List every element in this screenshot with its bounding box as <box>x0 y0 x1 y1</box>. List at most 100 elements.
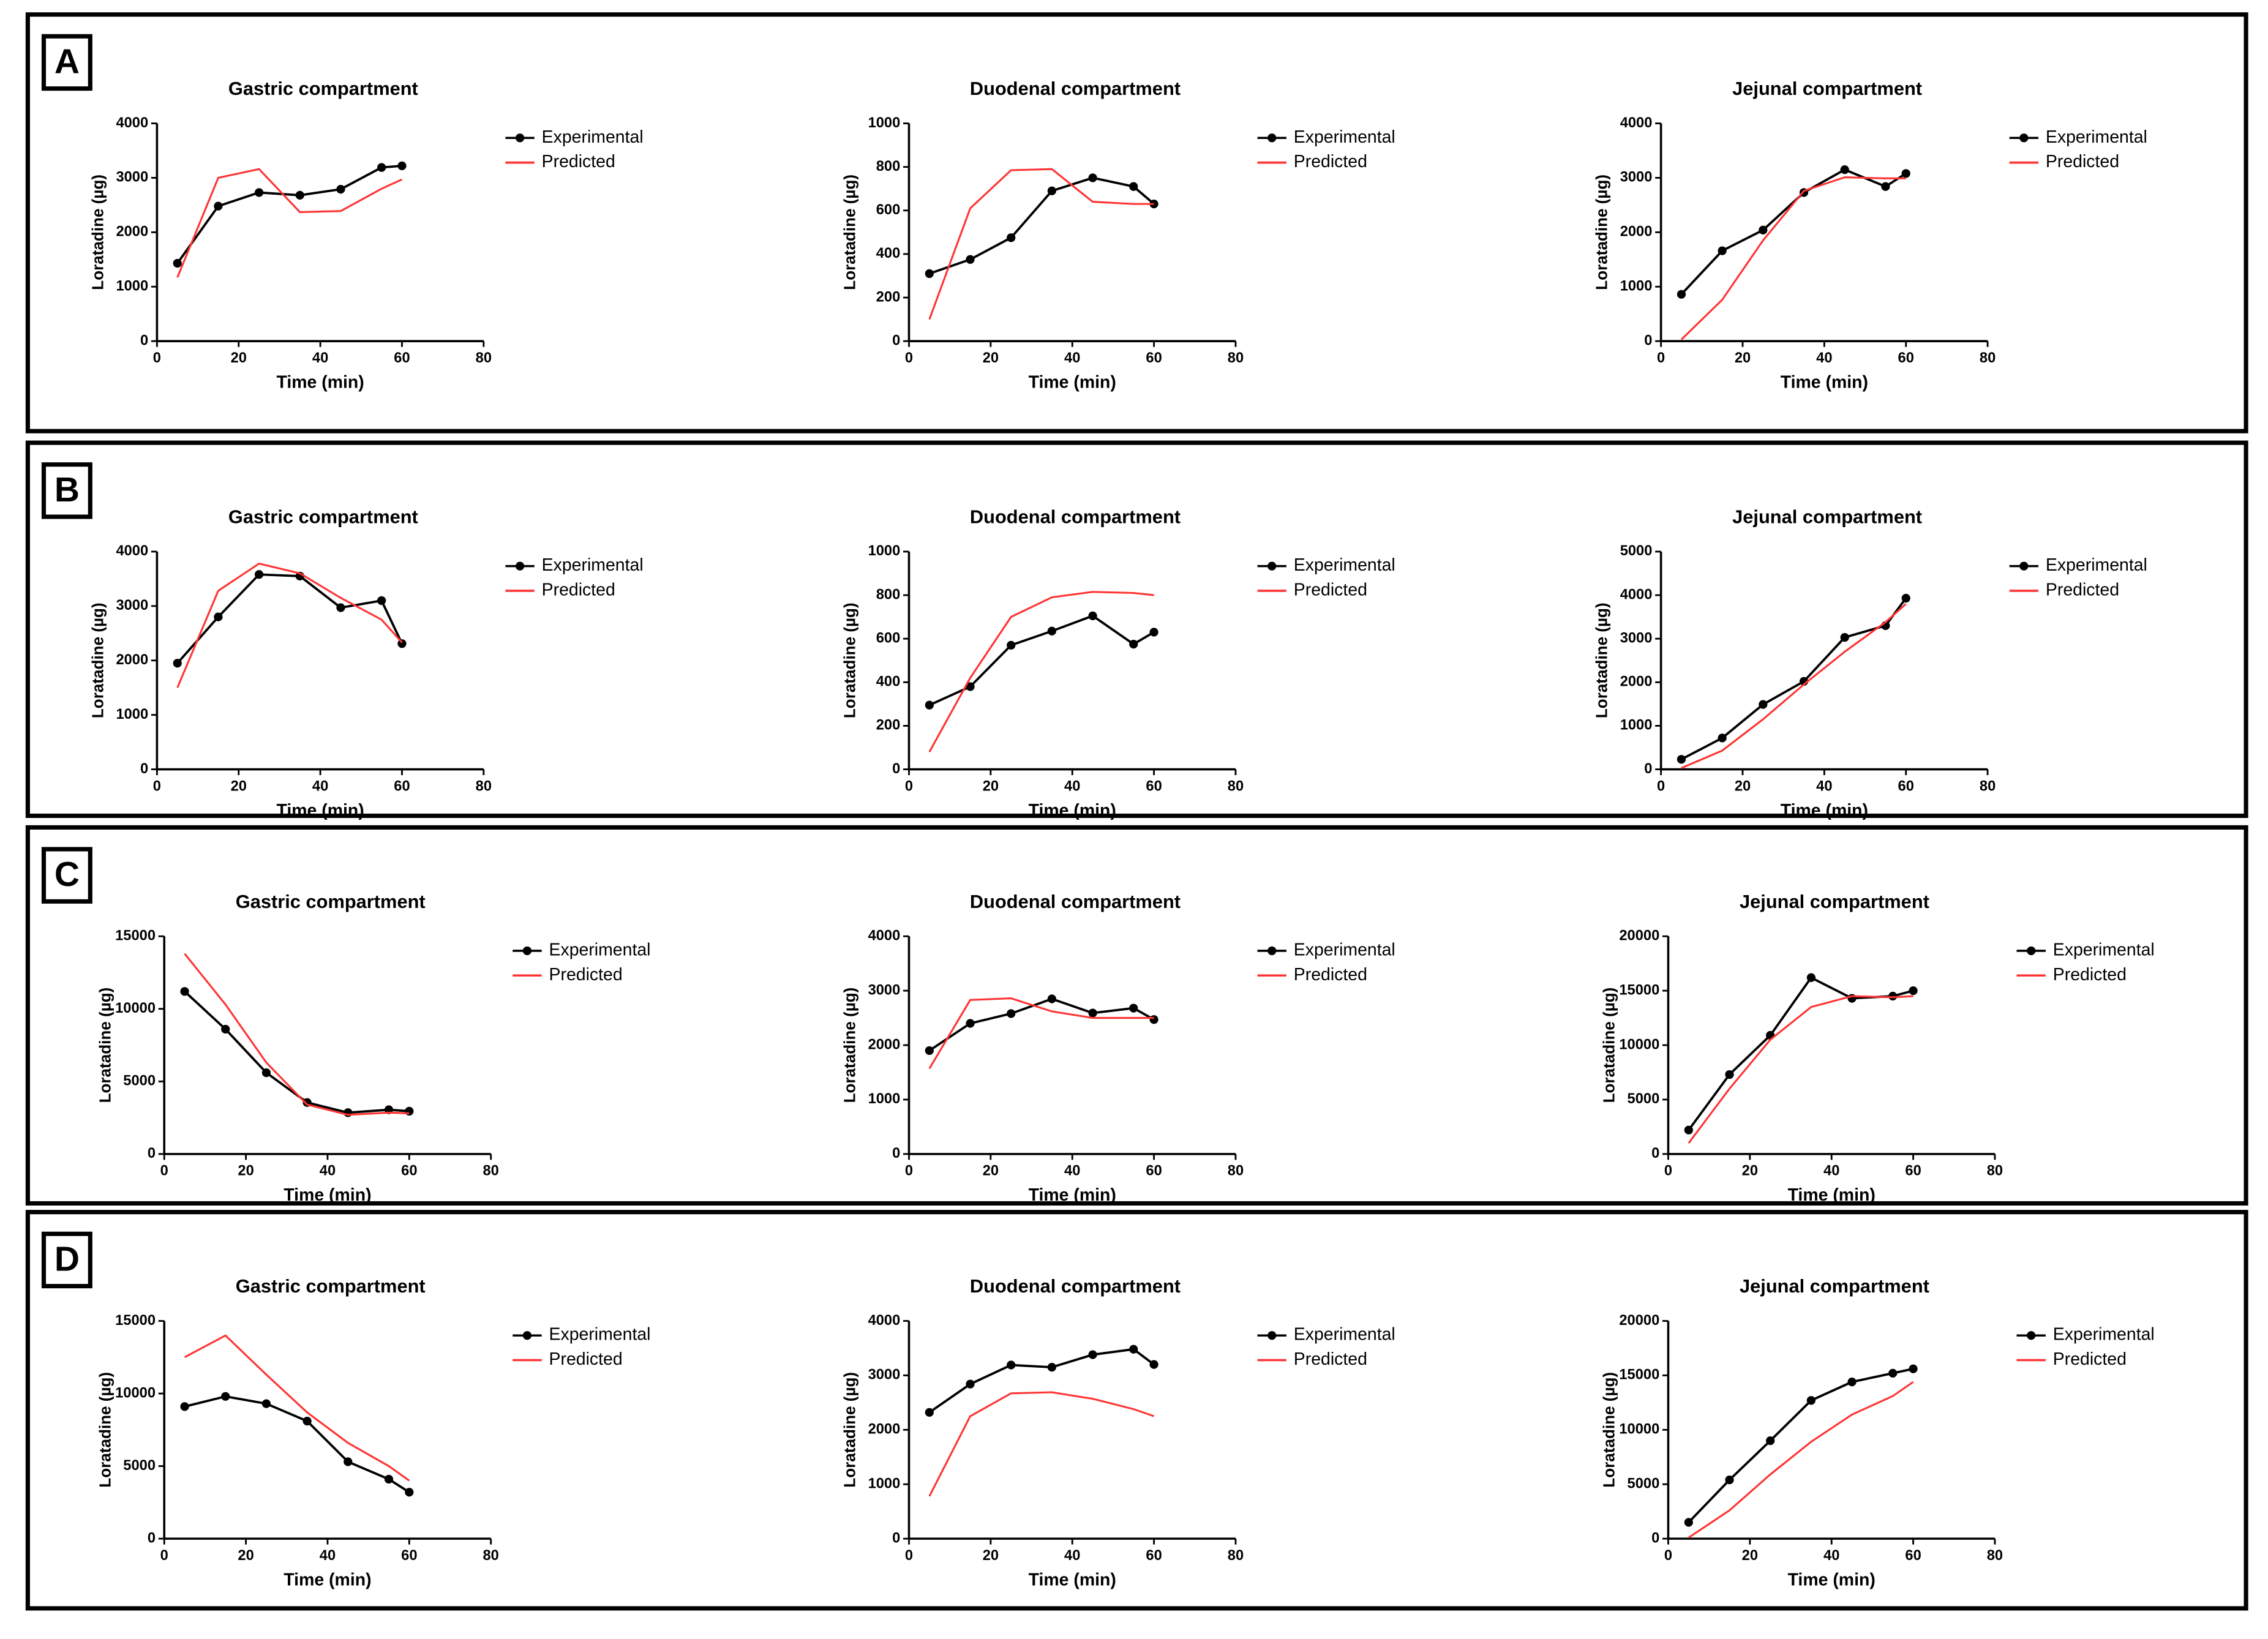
data-point <box>1007 640 1016 650</box>
y-tick-label: 3000 <box>1620 630 1653 646</box>
series-line <box>184 1334 410 1482</box>
data-point <box>214 612 223 621</box>
data-point <box>1129 639 1138 649</box>
x-tick-label: 80 <box>483 1548 499 1564</box>
x-axis-label: Time (min) <box>276 801 364 820</box>
series-line <box>176 562 403 688</box>
y-axis-label: Loratadine (µg) <box>96 1372 114 1488</box>
legend-marker <box>1267 133 1277 143</box>
chart-title: Gastric compartment <box>236 891 426 912</box>
x-tick-label: 60 <box>401 1548 417 1564</box>
legend-label: Experimental <box>2046 555 2147 575</box>
data-point <box>1718 246 1727 255</box>
data-point <box>1677 290 1686 299</box>
y-tick-label: 800 <box>876 587 901 602</box>
x-tick-label: 20 <box>983 350 999 366</box>
chart-title: Gastric compartment <box>228 78 418 99</box>
data-point <box>1088 1350 1097 1359</box>
chart-title: Duodenal compartment <box>970 891 1181 912</box>
data-point <box>397 161 407 170</box>
legend-label: Predicted <box>2053 1349 2127 1369</box>
x-tick-label: 0 <box>1664 1548 1672 1564</box>
y-axis-label: Loratadine (µg) <box>1600 988 1618 1103</box>
legend-label: Predicted <box>549 965 623 985</box>
data-point <box>377 163 386 172</box>
series-line <box>184 953 410 1116</box>
x-tick-label: 80 <box>1980 350 1996 366</box>
legend-marker <box>522 1331 532 1340</box>
x-tick-label: 20 <box>238 1548 253 1564</box>
x-tick-label: 80 <box>1228 350 1244 366</box>
x-axis-label: Time (min) <box>1029 801 1116 820</box>
x-tick-label: 60 <box>1898 778 1914 794</box>
y-axis-label: Loratadine (µg) <box>96 988 114 1103</box>
y-tick-label: 10000 <box>1619 1422 1659 1438</box>
y-axis-label: Loratadine (µg) <box>88 602 107 718</box>
panel-frame <box>25 440 2248 819</box>
data-point <box>384 1474 394 1484</box>
y-tick-label: 3000 <box>116 598 148 613</box>
y-tick-label: 10000 <box>115 1000 156 1016</box>
x-tick-label: 0 <box>1664 1163 1672 1179</box>
data-point <box>221 1392 230 1401</box>
series-line <box>928 1348 1155 1414</box>
legend-label: Predicted <box>542 152 615 171</box>
legend-label: Experimental <box>1294 127 1395 147</box>
x-axis-label: Time (min) <box>284 1570 371 1589</box>
data-point <box>173 659 182 668</box>
legend-marker <box>2019 133 2029 143</box>
data-point <box>1007 233 1016 242</box>
data-point <box>1047 186 1057 195</box>
data-point <box>1149 1015 1158 1024</box>
data-point <box>1725 1070 1734 1079</box>
legend-marker <box>522 946 532 956</box>
x-tick-label: 60 <box>1146 778 1162 794</box>
panel-label-box <box>41 34 92 91</box>
x-tick-label: 40 <box>1064 1548 1080 1564</box>
x-tick-label: 0 <box>160 1548 168 1564</box>
y-tick-label: 20000 <box>1619 1313 1659 1329</box>
x-tick-label: 20 <box>983 1548 999 1564</box>
data-point <box>1129 182 1138 191</box>
y-tick-label: 4000 <box>868 928 901 943</box>
data-point <box>966 682 975 691</box>
legend-label: Experimental <box>2053 1325 2155 1345</box>
data-point <box>295 190 304 200</box>
series-line <box>928 997 1154 1070</box>
data-point <box>966 255 975 264</box>
x-axis-label: Time (min) <box>1781 801 1868 820</box>
chart-title: Jejunal compartment <box>1732 506 1922 528</box>
x-tick-label: 60 <box>1905 1163 1921 1179</box>
data-point <box>261 1068 271 1078</box>
series-line <box>1681 597 1907 760</box>
y-tick-label: 2000 <box>868 1422 901 1438</box>
data-point <box>254 570 264 579</box>
x-tick-label: 40 <box>1816 778 1832 794</box>
data-point <box>1901 169 1910 178</box>
data-point <box>1149 628 1158 637</box>
x-tick-label: 80 <box>1228 1548 1244 1564</box>
data-point <box>1888 1368 1898 1378</box>
data-point <box>405 1488 414 1497</box>
data-point <box>1806 973 1816 982</box>
y-tick-label: 800 <box>876 159 901 174</box>
data-point <box>1088 1008 1097 1018</box>
chart-title: Duodenal compartment <box>970 506 1181 528</box>
y-tick-label: 200 <box>876 289 901 305</box>
x-tick-label: 80 <box>1980 778 1996 794</box>
y-tick-label: 3000 <box>1620 170 1653 186</box>
x-tick-label: 40 <box>312 350 328 366</box>
data-point <box>1684 1518 1693 1527</box>
panel-frame <box>25 12 2248 433</box>
series-line <box>1680 168 1907 295</box>
y-tick-label: 2000 <box>868 1037 901 1052</box>
panel-label: D <box>54 1239 80 1278</box>
x-tick-label: 40 <box>1064 778 1080 794</box>
x-axis-label: Time (min) <box>1788 1185 1876 1205</box>
panel-label-box <box>41 1231 92 1289</box>
legend-marker <box>1267 1331 1277 1340</box>
series-line <box>1681 603 1907 769</box>
x-tick-label: 40 <box>1064 350 1080 366</box>
y-axis-label: Loratadine (µg) <box>88 174 107 290</box>
legend-marker <box>1267 561 1277 571</box>
